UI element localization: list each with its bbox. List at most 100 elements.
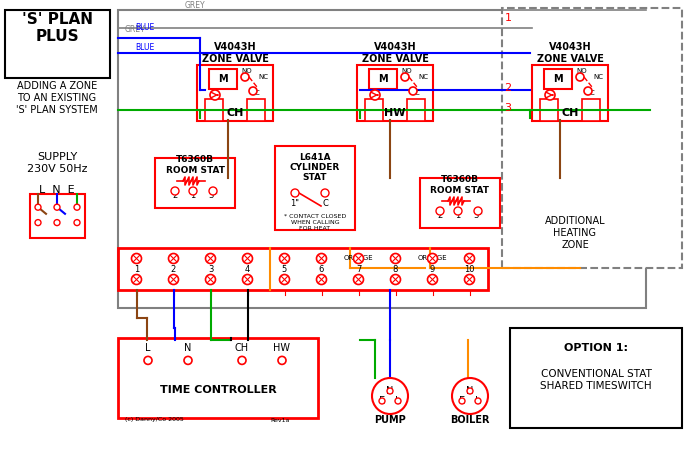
Text: NO: NO	[241, 68, 253, 74]
FancyBboxPatch shape	[532, 65, 608, 121]
Text: T6360B
ROOM STAT: T6360B ROOM STAT	[166, 155, 224, 175]
Circle shape	[321, 189, 329, 197]
Text: 3*: 3*	[208, 190, 218, 199]
FancyBboxPatch shape	[420, 178, 500, 228]
FancyBboxPatch shape	[30, 194, 85, 238]
Text: BLUE: BLUE	[135, 23, 155, 32]
FancyBboxPatch shape	[118, 10, 646, 308]
Circle shape	[584, 87, 592, 95]
Text: E: E	[379, 396, 385, 406]
Circle shape	[459, 398, 465, 404]
Text: L: L	[395, 396, 401, 406]
Text: * CONTACT CLOSED: * CONTACT CLOSED	[284, 213, 346, 219]
FancyBboxPatch shape	[5, 10, 110, 78]
FancyBboxPatch shape	[155, 158, 235, 208]
Circle shape	[54, 204, 60, 210]
Text: 4: 4	[245, 264, 250, 273]
Text: ADDING A ZONE
TO AN EXISTING
'S' PLAN SYSTEM: ADDING A ZONE TO AN EXISTING 'S' PLAN SY…	[16, 81, 98, 115]
Text: 1: 1	[455, 211, 461, 219]
Text: NC: NC	[593, 74, 603, 80]
FancyBboxPatch shape	[365, 99, 383, 121]
Circle shape	[576, 73, 584, 81]
Text: 9: 9	[430, 264, 435, 273]
Circle shape	[391, 254, 400, 263]
Text: L641A: L641A	[299, 154, 331, 162]
Circle shape	[54, 219, 60, 226]
Text: HW: HW	[273, 343, 290, 352]
Circle shape	[249, 87, 257, 95]
FancyBboxPatch shape	[118, 248, 488, 290]
Circle shape	[370, 90, 380, 100]
Text: 10: 10	[464, 264, 475, 273]
Circle shape	[454, 207, 462, 215]
Circle shape	[353, 275, 364, 285]
Text: N: N	[386, 386, 394, 396]
Text: TIME CONTROLLER: TIME CONTROLLER	[159, 385, 277, 395]
Circle shape	[132, 275, 141, 285]
Circle shape	[144, 357, 152, 365]
Text: 2: 2	[172, 190, 177, 199]
Text: L: L	[475, 396, 481, 406]
Text: L  N  E: L N E	[39, 185, 75, 195]
Text: BOILER: BOILER	[451, 415, 490, 425]
Circle shape	[168, 275, 179, 285]
Circle shape	[279, 254, 290, 263]
Text: Rev1a: Rev1a	[270, 417, 290, 423]
Text: WHEN CALLING: WHEN CALLING	[290, 219, 339, 225]
Text: C: C	[590, 90, 594, 96]
Circle shape	[545, 90, 555, 100]
Circle shape	[242, 254, 253, 263]
Text: SUPPLY
230V 50Hz: SUPPLY 230V 50Hz	[27, 152, 87, 174]
Text: M: M	[218, 74, 228, 84]
Text: M: M	[553, 74, 563, 84]
Circle shape	[467, 388, 473, 394]
Circle shape	[279, 275, 290, 285]
FancyBboxPatch shape	[209, 69, 237, 89]
Circle shape	[278, 357, 286, 365]
Circle shape	[209, 187, 217, 195]
FancyBboxPatch shape	[369, 69, 397, 89]
Circle shape	[436, 207, 444, 215]
Text: GREY: GREY	[185, 1, 206, 10]
Text: M: M	[378, 74, 388, 84]
FancyBboxPatch shape	[582, 99, 600, 121]
Circle shape	[132, 254, 141, 263]
Text: FOR HEAT: FOR HEAT	[299, 226, 331, 231]
FancyBboxPatch shape	[407, 99, 425, 121]
Circle shape	[317, 275, 326, 285]
Text: NC: NC	[418, 74, 428, 80]
Text: 1: 1	[504, 13, 511, 23]
Text: HW: HW	[384, 108, 406, 118]
Text: N: N	[466, 386, 474, 396]
Circle shape	[35, 204, 41, 210]
Text: NO: NO	[577, 68, 587, 74]
Text: T6360B
ROOM STAT: T6360B ROOM STAT	[431, 176, 489, 195]
FancyBboxPatch shape	[510, 328, 682, 428]
Text: 2: 2	[504, 83, 511, 93]
Text: CONVENTIONAL STAT
SHARED TIMESWITCH: CONVENTIONAL STAT SHARED TIMESWITCH	[540, 369, 652, 391]
Text: CYLINDER: CYLINDER	[290, 163, 340, 173]
Text: OPTION 1:: OPTION 1:	[564, 343, 628, 353]
Text: E: E	[459, 396, 465, 406]
Text: (c) Danny/Co 2005: (c) Danny/Co 2005	[125, 417, 184, 423]
Text: 3: 3	[208, 264, 213, 273]
Text: 5: 5	[282, 264, 287, 273]
Circle shape	[171, 187, 179, 195]
Text: 3*: 3*	[473, 211, 483, 219]
Text: 6: 6	[319, 264, 324, 273]
Circle shape	[353, 254, 364, 263]
Text: C: C	[322, 198, 328, 207]
Circle shape	[74, 219, 80, 226]
Text: 1": 1"	[290, 198, 299, 207]
FancyBboxPatch shape	[205, 99, 223, 121]
Text: C: C	[415, 90, 420, 96]
Text: CH: CH	[561, 108, 579, 118]
Text: 1: 1	[190, 190, 196, 199]
Circle shape	[391, 275, 400, 285]
Circle shape	[74, 204, 80, 210]
Circle shape	[395, 398, 401, 404]
Circle shape	[317, 254, 326, 263]
Text: BLUE: BLUE	[135, 44, 155, 52]
FancyBboxPatch shape	[540, 99, 558, 121]
Circle shape	[401, 73, 409, 81]
